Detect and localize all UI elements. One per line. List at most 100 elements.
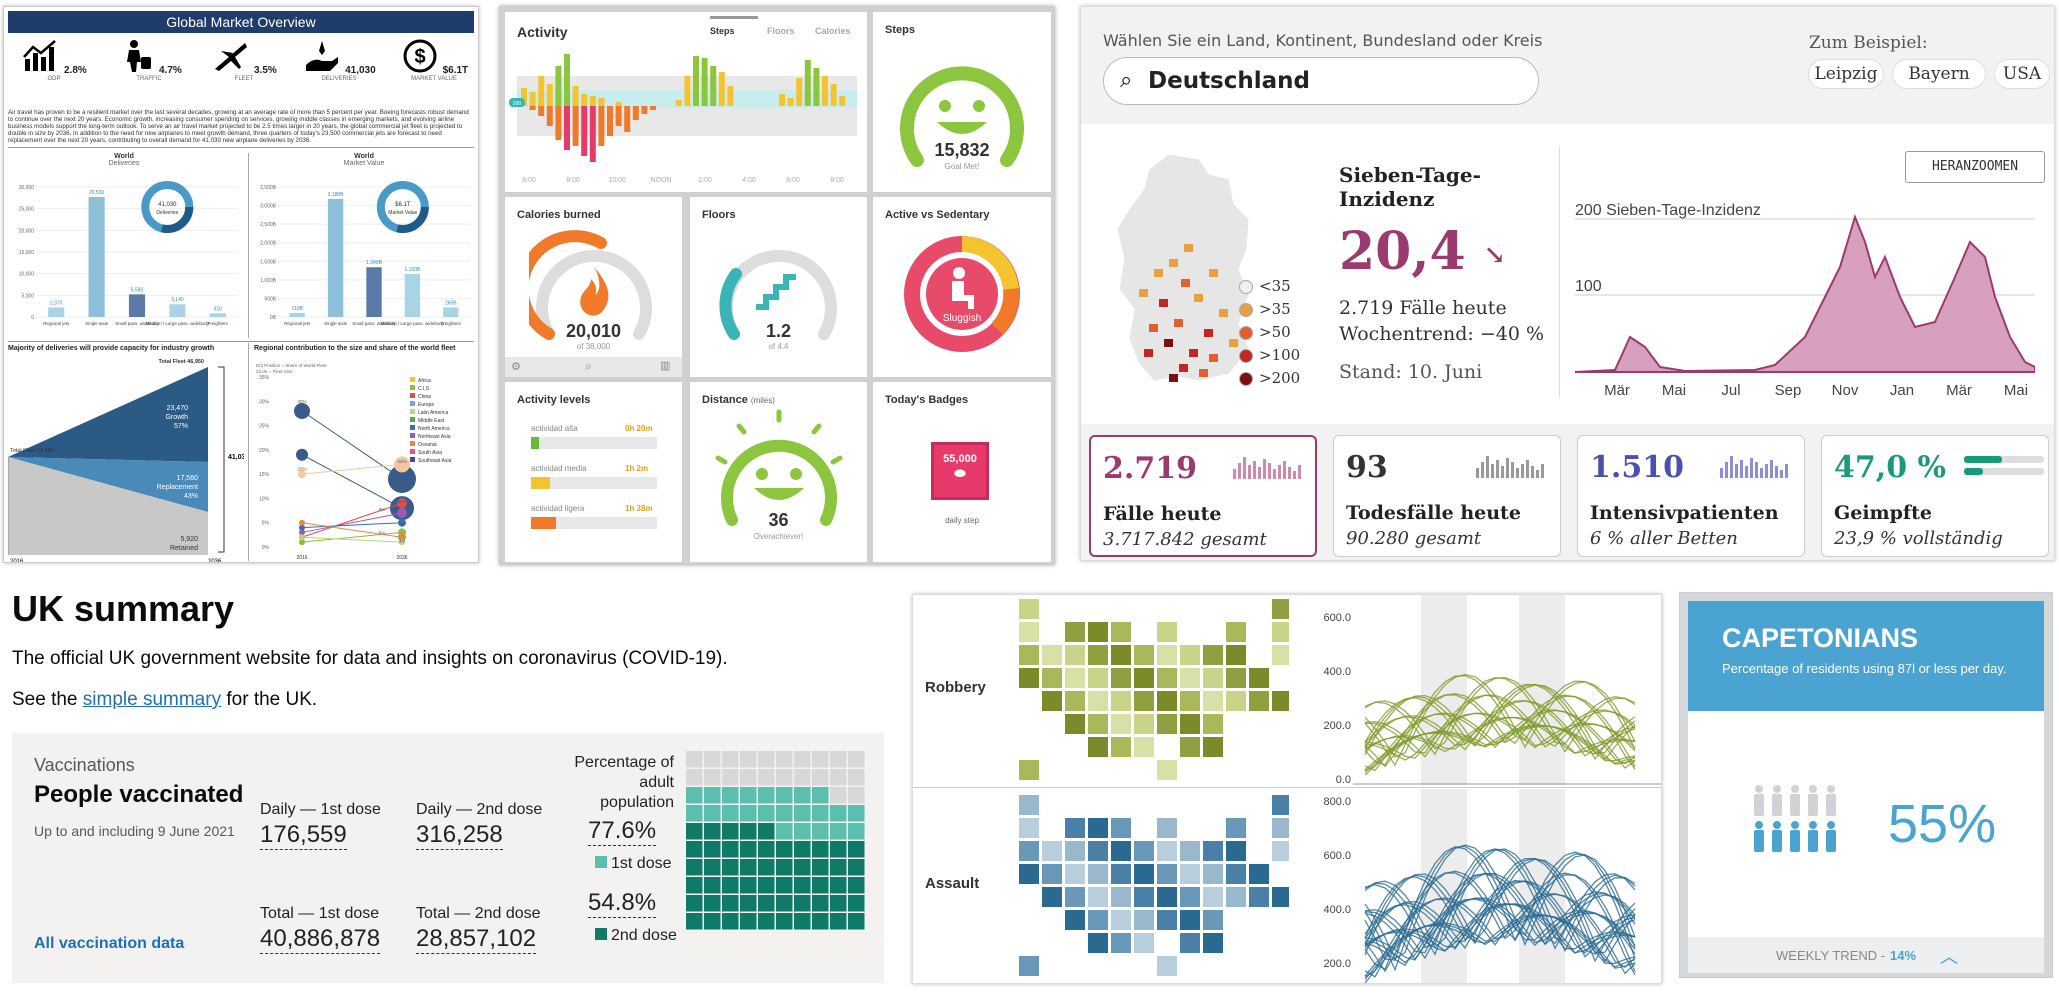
activity-bar[interactable] — [804, 60, 811, 106]
state-cell[interactable] — [1157, 818, 1177, 838]
state-cell[interactable] — [1226, 645, 1246, 665]
state-cell[interactable] — [1272, 645, 1289, 665]
bar-4[interactable] — [443, 307, 459, 317]
district[interactable] — [1149, 324, 1158, 332]
district[interactable] — [1139, 289, 1148, 297]
state-cell[interactable] — [1065, 714, 1085, 734]
state-cell[interactable] — [1065, 668, 1085, 688]
state-cell[interactable] — [1203, 887, 1223, 907]
activity-bar[interactable] — [727, 86, 734, 106]
state-cell[interactable] — [1019, 956, 1039, 976]
activity-bar-down[interactable] — [589, 106, 596, 162]
state-cell[interactable] — [1111, 668, 1131, 688]
region-dot-end[interactable] — [398, 518, 406, 527]
state-cell[interactable] — [1042, 841, 1062, 861]
settings-icon[interactable]: ⚙ — [511, 361, 521, 373]
region-dot-end[interactable] — [399, 539, 405, 546]
tab-steps[interactable]: Steps — [710, 26, 735, 36]
state-cell[interactable] — [1157, 887, 1177, 907]
activity-bar-down[interactable] — [598, 106, 605, 146]
badge-icon[interactable]: 55,000 ⬬ — [931, 442, 989, 500]
state-cell[interactable] — [1180, 737, 1200, 757]
state-cell[interactable] — [1272, 887, 1289, 907]
state-cell[interactable] — [1111, 645, 1131, 665]
region-dot-end[interactable] — [394, 456, 410, 473]
search-icon[interactable]: ⌕ — [585, 359, 592, 373]
activity-bar[interactable] — [779, 94, 785, 106]
state-cell[interactable] — [1157, 864, 1177, 884]
state-cell[interactable] — [1272, 622, 1289, 642]
region-dot-start[interactable] — [299, 539, 305, 546]
state-cell[interactable] — [1111, 887, 1131, 907]
activity-bar[interactable] — [822, 76, 828, 106]
state-cell[interactable] — [1065, 864, 1085, 884]
example-bayern[interactable]: Bayern — [1892, 59, 1986, 89]
state-cell[interactable] — [1157, 714, 1177, 734]
tab-calories[interactable]: Calories — [815, 26, 851, 36]
district[interactable] — [1194, 294, 1203, 302]
state-cell[interactable] — [1226, 622, 1246, 642]
state-cell[interactable] — [1111, 841, 1131, 861]
state-cell[interactable] — [1042, 645, 1062, 665]
district[interactable] — [1174, 319, 1183, 327]
state-cell[interactable] — [1065, 645, 1085, 665]
zoom-button[interactable]: HERANZOOMEN — [1905, 151, 2045, 183]
activity-bar[interactable] — [598, 98, 605, 106]
state-cell[interactable] — [1111, 864, 1131, 884]
activity-bar[interactable] — [589, 96, 596, 106]
district[interactable] — [1164, 339, 1173, 347]
activity-bar-down[interactable] — [538, 106, 545, 116]
district[interactable] — [1199, 369, 1208, 377]
state-cell[interactable] — [1157, 645, 1177, 665]
region-dot-start[interactable] — [299, 519, 305, 526]
state-cell[interactable] — [1203, 933, 1223, 953]
region-dot-end[interactable] — [398, 533, 406, 542]
activity-bar[interactable] — [538, 76, 545, 106]
activity-bar[interactable] — [529, 92, 536, 106]
bar-2[interactable] — [128, 294, 146, 317]
activity-bar[interactable] — [564, 54, 570, 106]
state-cell[interactable] — [1203, 864, 1223, 884]
tab-floors[interactable]: Floors — [767, 26, 795, 36]
state-cell[interactable] — [1180, 691, 1200, 711]
state-cell[interactable] — [1111, 737, 1131, 757]
district[interactable] — [1209, 354, 1218, 362]
activity-bar-down[interactable] — [607, 106, 613, 136]
district[interactable] — [1169, 259, 1178, 267]
state-cell[interactable] — [1134, 841, 1154, 861]
state-cell[interactable] — [1065, 691, 1085, 711]
activity-bar-down[interactable] — [624, 106, 631, 132]
district[interactable] — [1169, 374, 1178, 382]
activity-bar-down[interactable] — [650, 106, 656, 110]
activity-bar-down[interactable] — [546, 106, 553, 126]
activity-bar[interactable] — [787, 98, 794, 106]
state-cell[interactable] — [1088, 887, 1108, 907]
state-cell[interactable] — [1226, 668, 1246, 688]
region-dot-start[interactable] — [299, 529, 305, 536]
district[interactable] — [1181, 279, 1190, 287]
search-input[interactable]: ⌕ Deutschland — [1103, 57, 1539, 105]
district[interactable] — [1144, 349, 1153, 357]
activity-bar[interactable] — [615, 102, 622, 106]
district[interactable] — [1189, 349, 1198, 357]
state-cell[interactable] — [1042, 864, 1062, 884]
state-cell[interactable] — [1088, 818, 1108, 838]
state-cell[interactable] — [1065, 622, 1085, 642]
activity-bar-down[interactable] — [641, 106, 648, 114]
state-cell[interactable] — [1088, 841, 1108, 861]
state-cell[interactable] — [1019, 668, 1039, 688]
state-cell[interactable] — [1134, 645, 1154, 665]
activity-bar[interactable] — [813, 68, 820, 106]
state-cell[interactable] — [1203, 691, 1223, 711]
state-cell[interactable] — [1019, 795, 1039, 815]
example-leipzig[interactable]: Leipzig — [1808, 59, 1884, 89]
state-cell[interactable] — [1088, 691, 1108, 711]
state-cell[interactable] — [1180, 841, 1200, 861]
activity-bar[interactable] — [830, 84, 837, 106]
bar-2[interactable] — [366, 267, 382, 317]
state-cell[interactable] — [1134, 691, 1154, 711]
state-cell[interactable] — [1042, 668, 1062, 688]
example-usa[interactable]: USA — [1994, 59, 2050, 89]
region-dot-start[interactable] — [299, 524, 305, 531]
state-cell[interactable] — [1180, 645, 1200, 665]
